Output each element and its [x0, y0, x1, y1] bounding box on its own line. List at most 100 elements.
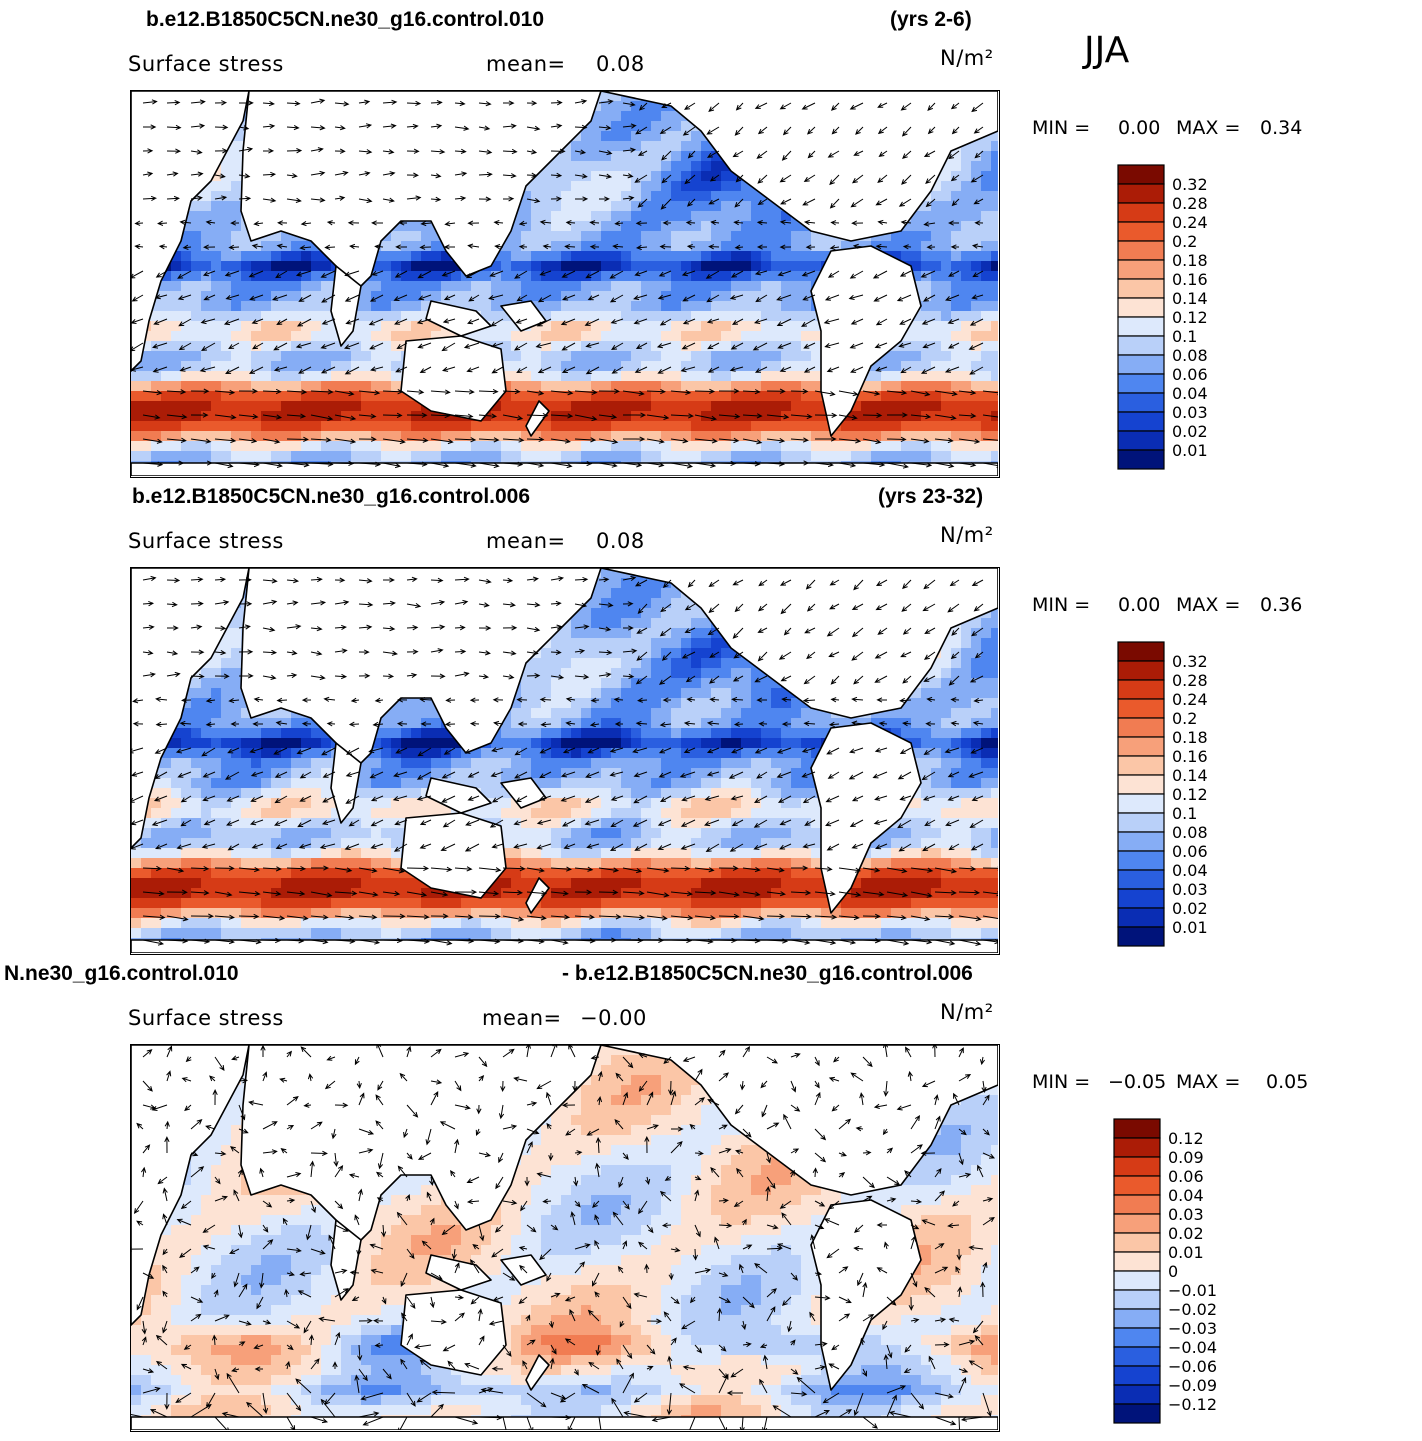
field-cell — [631, 608, 642, 619]
field-cell — [721, 391, 732, 402]
field-cell — [681, 191, 692, 202]
colorbar-tick-label: 0.24 — [1172, 213, 1208, 232]
field-cell — [681, 251, 692, 262]
field-cell — [321, 381, 332, 392]
field-cell — [701, 658, 712, 669]
field-cell — [641, 261, 652, 272]
field-cell — [771, 311, 782, 322]
field-cell — [621, 351, 632, 362]
field-cell — [441, 331, 452, 342]
field-cell — [641, 131, 652, 142]
stress-vector — [478, 149, 493, 155]
field-cell — [151, 381, 162, 392]
field-cell — [531, 221, 542, 232]
stress-vector — [467, 220, 480, 226]
field-cell — [711, 431, 722, 442]
field-cell — [651, 648, 662, 659]
field-cell — [591, 628, 602, 639]
field-cell — [621, 401, 632, 412]
field-cell — [671, 201, 682, 212]
field-cell — [951, 211, 962, 222]
field-cell — [511, 411, 522, 422]
stress-vector — [687, 150, 696, 159]
field-cell — [821, 251, 832, 262]
field-cell — [791, 251, 802, 262]
field-cell — [691, 211, 702, 222]
field-cell — [631, 291, 642, 302]
field-cell — [911, 441, 922, 452]
field-cell — [971, 431, 982, 442]
stress-vector — [277, 220, 288, 226]
stress-vector — [395, 366, 408, 373]
field-cell — [711, 391, 722, 402]
field-cell — [151, 311, 162, 322]
stress-vector — [862, 412, 883, 418]
field-cell — [551, 281, 562, 292]
field-cell — [701, 171, 712, 182]
field-cell — [791, 371, 802, 382]
field-cell — [291, 391, 302, 402]
field-cell — [381, 251, 392, 262]
field-cell — [941, 371, 952, 382]
field-cell — [631, 658, 642, 669]
field-cell — [511, 331, 522, 342]
stress-vector — [951, 198, 960, 207]
stress-vector — [223, 318, 240, 326]
field-cell — [291, 421, 302, 432]
field-cell — [711, 628, 722, 639]
field-cell — [211, 421, 222, 432]
field-cell — [281, 281, 292, 292]
field-cell — [651, 271, 662, 282]
field-cell — [191, 371, 202, 382]
colorbar-tick-label: 0.16 — [1172, 270, 1208, 289]
field-cell — [531, 261, 542, 272]
field-cell — [331, 401, 342, 412]
field-cell — [721, 421, 732, 432]
field-cell — [951, 431, 962, 442]
field-cell — [941, 291, 952, 302]
field-cell — [591, 261, 602, 272]
stress-vector — [782, 126, 792, 136]
field-cell — [381, 261, 392, 272]
field-cell — [601, 91, 612, 102]
field-cell — [391, 391, 402, 402]
field-cell — [231, 371, 242, 382]
field-cell — [571, 401, 582, 412]
field-cell — [641, 588, 652, 599]
field-cell — [811, 341, 822, 352]
field-cell — [881, 241, 892, 252]
field-cell — [991, 391, 998, 402]
stress-vector — [646, 462, 665, 468]
stress-vector — [158, 244, 168, 250]
field-cell — [231, 628, 242, 639]
field-cell — [491, 431, 502, 442]
field-cell — [401, 271, 412, 282]
stress-vector — [382, 99, 398, 105]
field-cell — [671, 608, 682, 619]
stress-vector — [780, 198, 792, 205]
field-cell — [771, 351, 782, 362]
field-cell — [181, 411, 192, 422]
field-cell — [581, 271, 592, 282]
field-cell — [711, 221, 722, 232]
field-cell — [231, 648, 242, 659]
field-cell — [701, 341, 712, 352]
field-cell — [951, 371, 962, 382]
field-cell — [621, 628, 632, 639]
field-cell — [501, 431, 512, 442]
field-cell — [581, 638, 592, 649]
stress-vector — [709, 174, 720, 182]
field-cell — [761, 311, 772, 322]
field-cell — [591, 371, 602, 382]
stress-vector — [945, 294, 960, 301]
field-cell — [681, 638, 692, 649]
field-cell — [311, 281, 322, 292]
field-cell — [961, 361, 972, 372]
stress-vector — [205, 219, 216, 226]
stress-vector — [706, 126, 720, 135]
stress-vector — [574, 99, 588, 105]
field-cell — [201, 371, 212, 382]
field-cell — [461, 301, 472, 312]
field-cell — [151, 361, 162, 372]
stress-vector — [502, 461, 524, 467]
